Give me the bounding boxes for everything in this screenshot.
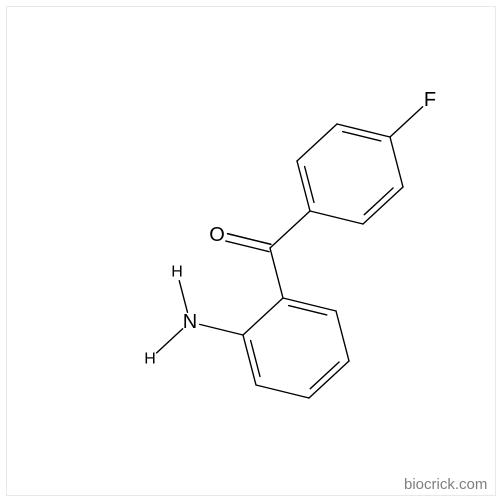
atom-label-o: O: [209, 224, 225, 246]
bond-line: [200, 324, 243, 335]
bonds-layer: [157, 107, 423, 398]
bond-line: [283, 298, 336, 311]
bond-line: [243, 335, 256, 385]
bond-line: [390, 137, 403, 187]
bond-line: [297, 161, 310, 211]
bond-line: [256, 385, 309, 398]
watermark-text: biocrick.com: [404, 476, 487, 493]
bond-line: [297, 124, 337, 161]
atom-label-n: N: [183, 311, 197, 333]
bond-line: [336, 311, 349, 361]
molecule-svg: F O N H H: [0, 0, 500, 500]
bond-line: [363, 187, 403, 224]
bond-line: [243, 298, 283, 335]
bond-line: [179, 281, 187, 313]
bond-line: [309, 361, 349, 398]
atom-label-h: H: [144, 351, 156, 368]
atom-labels-layer: F O N H H: [144, 89, 436, 368]
bond-line: [390, 107, 423, 137]
bond-line: [364, 188, 393, 215]
bond-line: [270, 248, 283, 298]
bond-line: [270, 211, 310, 248]
bond-line: [310, 211, 363, 224]
atom-label-h: H: [171, 264, 183, 281]
bond-line: [157, 329, 183, 353]
atom-label-f: F: [424, 89, 436, 111]
bond-line: [337, 124, 390, 137]
bond-line: [310, 362, 339, 389]
